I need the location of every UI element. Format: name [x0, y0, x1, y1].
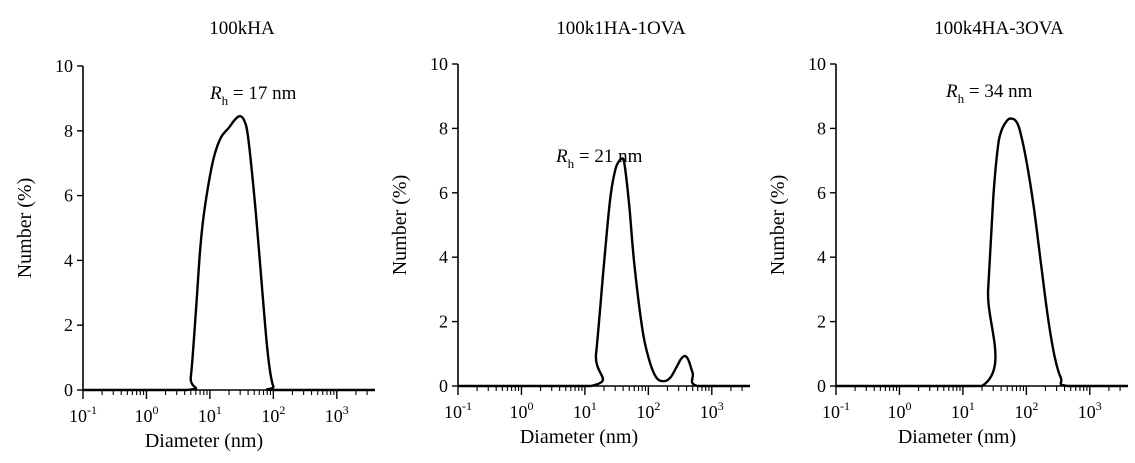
y-tick-label: 6	[64, 186, 73, 206]
y-tick-label: 4	[64, 250, 73, 270]
y-tick-label: 4	[439, 247, 448, 267]
y-tick-label: 10	[55, 56, 73, 76]
y-tick-label: 10	[430, 54, 448, 74]
x-tick-label: 103	[1078, 399, 1102, 422]
y-tick-label: 6	[439, 183, 448, 203]
y-axis-label: Number (%)	[767, 175, 789, 276]
rh-annotation: Rh = 17 nm	[209, 83, 297, 108]
rh-annotation: Rh = 21 nm	[555, 146, 643, 171]
y-tick-label: 6	[817, 183, 826, 203]
rh-annotation: Rh = 34 nm	[945, 81, 1033, 106]
y-tick-label: 0	[64, 380, 73, 400]
x-tick-label: 102	[1014, 399, 1038, 422]
y-tick-label: 4	[817, 247, 826, 267]
x-tick-label: 103	[700, 399, 724, 422]
x-tick-label: 101	[573, 399, 597, 422]
chart-title: 100k4HA-3OVA	[934, 18, 1064, 39]
chart-panel-1: 100kHA 0 2 4 6 8 10 Number (%) 10-1 100 101 102 103 D…	[14, 18, 375, 452]
x-tick-label: 101	[951, 399, 975, 422]
series-line-1	[83, 114, 375, 392]
y-tick-label: 2	[439, 312, 448, 332]
y-tick-label: 8	[439, 118, 448, 138]
chart-panel-3: 100k4HA-3OVA 0 2 4 6 8 10 Number (%) 10-1 100 101 1…	[767, 18, 1128, 448]
x-tick-label: 10-1	[822, 399, 850, 422]
y-axis-label: Number (%)	[389, 175, 411, 276]
x-tick-label: 100	[887, 399, 911, 422]
x-tick-label: 102	[636, 399, 660, 422]
chart-title: 100kHA	[209, 18, 275, 39]
x-axis-label: Diameter (nm)	[145, 430, 263, 452]
x-tick-label: 102	[261, 403, 285, 426]
x-tick-label: 101	[198, 403, 222, 426]
x-tick-label: 103	[325, 403, 349, 426]
y-tick-label: 2	[64, 315, 73, 335]
x-tick-label: 10-1	[444, 399, 472, 422]
x-axis-label: Diameter (nm)	[898, 426, 1016, 448]
y-tick-label: 8	[817, 118, 826, 138]
x-tick-label: 100	[509, 399, 533, 422]
series-line-1	[836, 117, 1128, 388]
y-tick-label: 2	[817, 312, 826, 332]
y-tick-label: 8	[64, 121, 73, 141]
chart-title: 100k1HA-1OVA	[556, 18, 686, 39]
series-line-1	[458, 157, 750, 388]
chart-panel-2: 100k1HA-1OVA 0 2 4 6 8 10 Number (%) 10-1 100 101 1…	[389, 18, 750, 448]
y-axis-label: Number (%)	[14, 178, 36, 279]
x-tick-label: 100	[134, 403, 158, 426]
x-axis-label: Diameter (nm)	[520, 426, 638, 448]
y-tick-label: 10	[808, 54, 826, 74]
y-tick-label: 0	[817, 376, 826, 396]
y-tick-label: 0	[439, 376, 448, 396]
x-tick-label: 10-1	[69, 403, 97, 426]
